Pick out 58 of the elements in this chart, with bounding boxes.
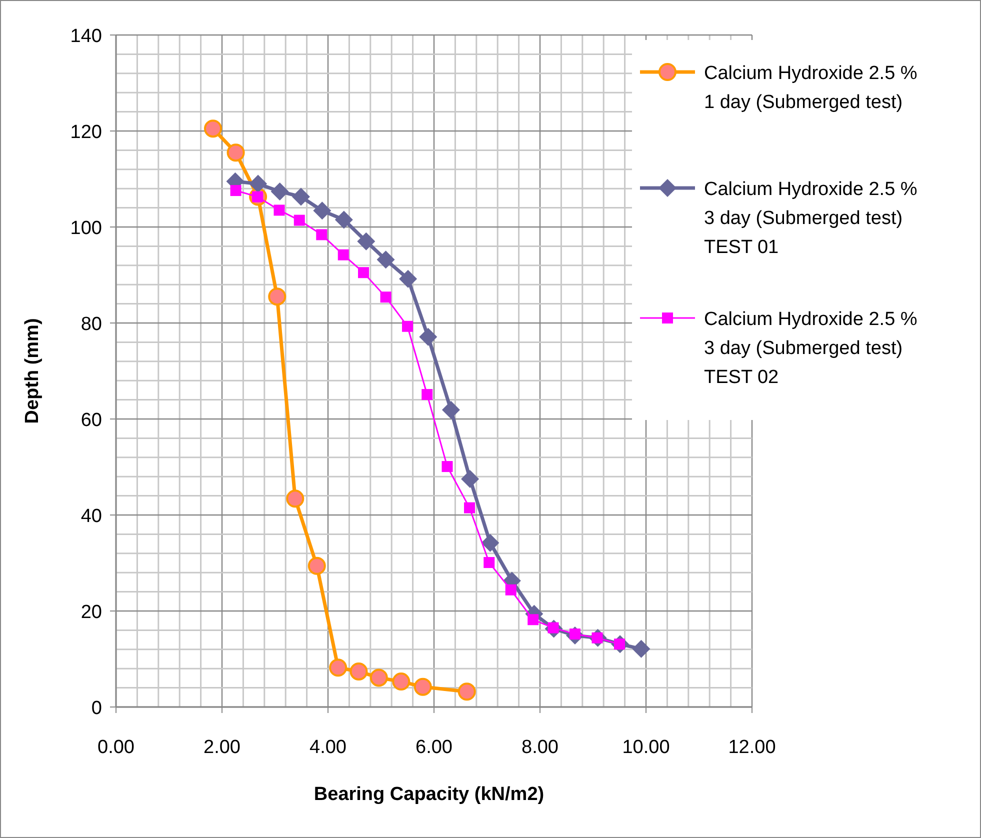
y-tick-label: 120	[70, 122, 102, 143]
point	[402, 320, 413, 332]
legend-label: Calcium Hydroxide 2.5 % 3 day (Submerged test) TEST 01	[704, 179, 918, 258]
x-tick-label: 2.00	[204, 737, 240, 758]
point	[249, 174, 268, 193]
point	[461, 470, 480, 488]
point	[481, 534, 500, 552]
point	[294, 214, 305, 226]
x-axis-title: Bearing Capacity (kN/m2)	[314, 784, 544, 805]
legend-label: Calcium Hydroxide 2.5 % 1 day (Submerged test)	[704, 63, 918, 113]
point	[442, 400, 460, 419]
point	[334, 210, 353, 229]
point	[292, 188, 310, 206]
y-tick-label: 20	[80, 602, 102, 623]
point	[399, 270, 418, 288]
x-tick-label: 4.00	[310, 737, 346, 758]
point	[226, 144, 245, 162]
y-tick-label: 100	[70, 218, 102, 239]
point	[329, 658, 348, 677]
point	[464, 502, 476, 514]
point	[528, 614, 539, 626]
point	[376, 250, 395, 269]
y-tick-label: 0	[91, 698, 102, 719]
x-tick-label: 6.00	[416, 737, 452, 758]
point	[422, 389, 433, 400]
point	[358, 267, 370, 278]
point	[268, 288, 286, 306]
point	[414, 678, 432, 696]
point	[274, 204, 285, 216]
point	[632, 640, 650, 658]
point	[442, 461, 453, 472]
point	[350, 662, 368, 680]
y-tick-label: 40	[80, 506, 102, 527]
x-tick-label: 12.00	[728, 737, 776, 758]
point	[316, 229, 328, 240]
point	[308, 556, 326, 575]
point	[380, 292, 392, 303]
point	[204, 120, 222, 138]
point	[458, 682, 476, 701]
y-axis-title: Depth (mm)	[22, 318, 43, 424]
x-tick-label: 10.00	[622, 737, 670, 758]
x-tick-label: 8.00	[522, 737, 558, 758]
y-tick-label: 140	[70, 26, 102, 47]
point	[484, 557, 495, 568]
point	[505, 584, 516, 596]
point	[270, 182, 289, 200]
point	[338, 249, 349, 260]
x-tick-label: 0.00	[98, 737, 134, 758]
point	[313, 202, 332, 220]
point	[286, 490, 304, 508]
legend-label: Calcium Hydroxide 2.5 % 3 day (Submerged test) TEST 02	[704, 309, 918, 388]
point	[357, 232, 376, 250]
point	[230, 185, 242, 196]
point	[419, 328, 438, 346]
point	[370, 668, 388, 687]
y-tick-label: 80	[80, 314, 102, 335]
y-tick-label: 60	[80, 410, 102, 431]
point	[392, 672, 410, 691]
